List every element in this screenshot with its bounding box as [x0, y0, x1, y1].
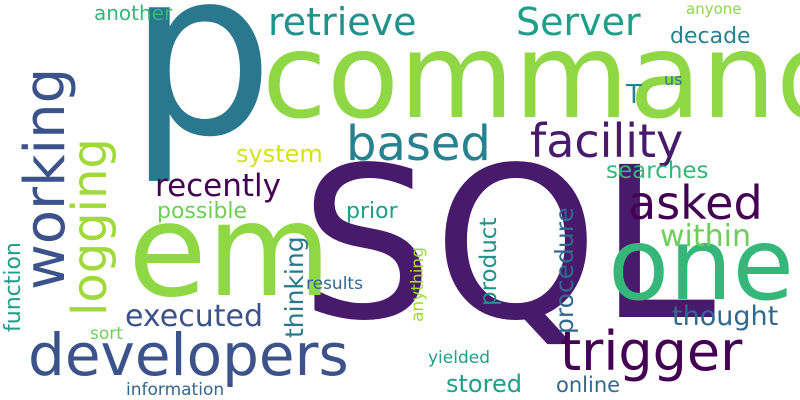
word-asked: asked: [628, 176, 763, 230]
word-information: information: [126, 380, 225, 400]
word-decade: decade: [670, 24, 751, 49]
word-results: results: [306, 274, 363, 294]
word-possible: possible: [157, 199, 248, 224]
word-anyone: anyone: [686, 0, 742, 18]
word-server: Server: [516, 0, 641, 44]
word-within: within: [660, 219, 751, 254]
word-based: based: [346, 116, 491, 172]
word-searches: searches: [606, 158, 709, 184]
word-one: one: [608, 206, 795, 323]
word-t: T: [626, 80, 642, 110]
word-anything: anything: [408, 247, 428, 322]
word-em: em: [128, 177, 332, 326]
word-function: function: [1, 242, 26, 332]
word-developers: developers: [28, 321, 349, 389]
word-sql: SQL: [300, 122, 716, 367]
word-p: p: [128, 0, 274, 188]
word-system: system: [236, 140, 323, 168]
word-us: us: [664, 70, 683, 89]
word-procedure: procedure: [550, 207, 579, 334]
word-online: online: [556, 373, 621, 397]
word-executed: executed: [125, 299, 263, 334]
word-recently: recently: [155, 168, 282, 204]
word-thought: thought: [672, 301, 779, 332]
word-prior: prior: [346, 199, 398, 224]
word-facility: facility: [530, 114, 684, 168]
word-thinking: thinking: [280, 236, 309, 338]
word-another: another: [94, 1, 173, 25]
word-yielded: yielded: [428, 348, 491, 368]
word-trigger: trigger: [560, 320, 743, 383]
word-stored: stored: [446, 370, 522, 398]
word-command: command: [262, 7, 800, 145]
word-product: product: [476, 217, 502, 306]
word-logging: logging: [62, 138, 118, 316]
word-sort: sort: [90, 324, 123, 344]
word-retrieve: retrieve: [268, 0, 417, 44]
